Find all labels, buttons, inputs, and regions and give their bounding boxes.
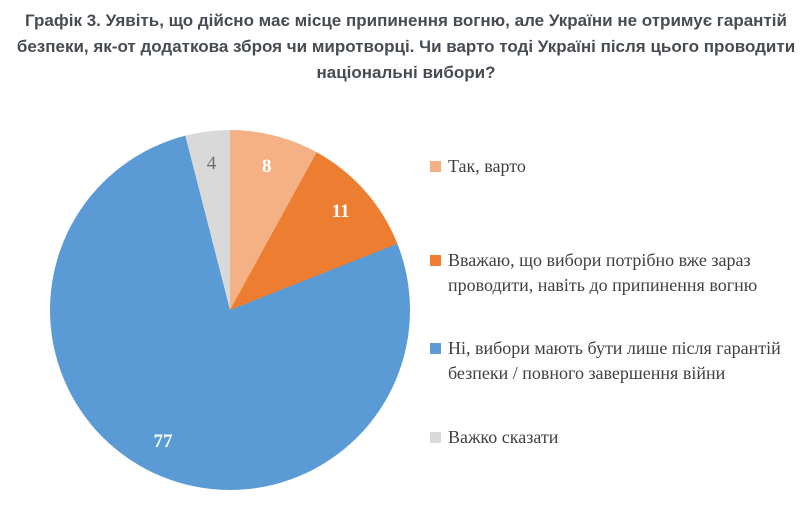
legend-item: Вважаю, що вибори потрібно вже зараз про…: [430, 248, 800, 298]
legend-swatch: [430, 255, 441, 266]
legend: Так, варто Вважаю, що вибори потрібно вж…: [430, 0, 802, 509]
legend-item: Ні, вибори мають бути лише після гаранті…: [430, 336, 800, 386]
pie-chart: 8 11 77 4: [50, 130, 410, 490]
legend-label: Так, варто: [448, 156, 526, 176]
pie-value-label: 4: [206, 152, 217, 174]
legend-item: Так, варто: [430, 154, 800, 179]
chart-title: Графік 3. Уявіть, що дійсно має місце пр…: [16, 11, 796, 82]
legend-swatch: [430, 343, 441, 354]
legend-swatch: [430, 161, 441, 172]
legend-label: Ні, вибори мають бути лише після гаранті…: [448, 338, 781, 383]
pie-value-label: 77: [153, 430, 173, 452]
pie-value-label: 8: [261, 156, 272, 178]
legend-label: Важко сказати: [448, 427, 559, 447]
legend-label: Вважаю, що вибори потрібно вже зараз про…: [448, 250, 758, 295]
legend-swatch: [430, 432, 441, 443]
pie-value-label: 11: [331, 201, 350, 223]
legend-item: Важко сказати: [430, 425, 800, 450]
